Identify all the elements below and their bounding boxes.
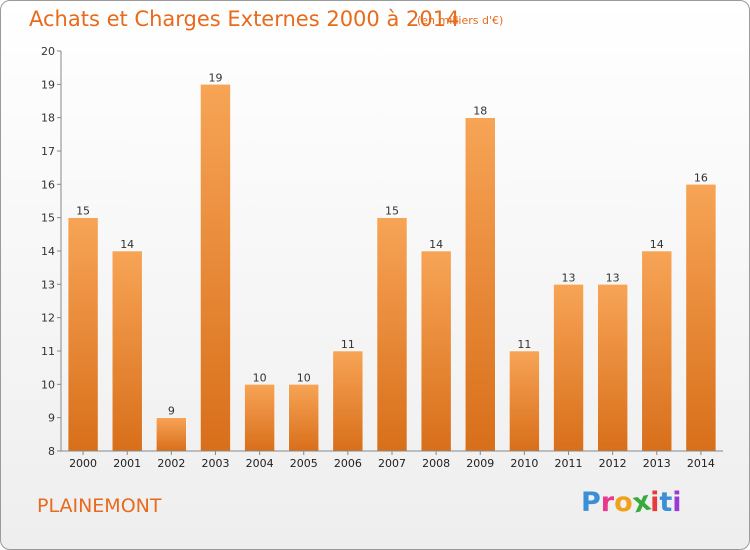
bar-value-label: 13 [562, 271, 576, 284]
brand-letter: r [600, 487, 615, 518]
x-tick-label: 2010 [510, 457, 538, 470]
bar [597, 284, 628, 452]
x-tick-label: 2014 [687, 457, 715, 470]
y-tick-label: 20 [41, 45, 55, 58]
x-tick-label: 2013 [643, 457, 671, 470]
bar-value-label: 15 [76, 205, 90, 218]
bar-value-label: 13 [606, 271, 620, 284]
y-tick-label: 14 [41, 245, 55, 258]
bar-value-label: 19 [208, 71, 222, 84]
bar-value-label: 14 [120, 238, 134, 251]
bar [420, 250, 452, 452]
bars: 15 14 9 19 10 10 11 15 14 18 11 13 13 14 16 [67, 71, 717, 452]
y-tick-label: 15 [41, 212, 55, 225]
bar-value-label: 16 [694, 171, 708, 184]
y-tick-label: 17 [41, 145, 55, 158]
x-tick-label: 2003 [201, 457, 229, 470]
x-tick-label: 2008 [422, 457, 450, 470]
bar-value-label: 15 [385, 205, 399, 218]
x-tick-label: 2002 [157, 457, 185, 470]
bar [376, 217, 408, 452]
bar [111, 250, 143, 452]
y-tick-label: 19 [41, 78, 55, 91]
bar [156, 417, 187, 452]
chart-subtitle: (en milliers d'€) [417, 14, 504, 27]
y-tick-label: 13 [41, 278, 55, 291]
y-axis: 8 9 10 11 12 13 14 15 16 17 18 19 20 [41, 45, 62, 458]
bar [553, 284, 584, 452]
y-tick-label: 12 [41, 312, 55, 325]
bar-value-label: 14 [650, 238, 664, 251]
brand-logo: Proxiti [581, 486, 682, 520]
x-axis: 2000 2001 2002 2003 2004 2005 2006 2007 2008 2009… [61, 450, 723, 470]
x-tick-label: 2000 [69, 457, 97, 470]
x-tick-label: 2001 [113, 457, 141, 470]
brand-letter: t [659, 487, 673, 518]
brand-letter: i [672, 487, 682, 518]
bar [288, 384, 319, 452]
bar-value-label: 11 [341, 338, 355, 351]
bar [244, 384, 275, 452]
x-tick-label: 2009 [466, 457, 494, 470]
bar-value-label: 11 [517, 338, 531, 351]
y-tick-label: 16 [41, 178, 55, 191]
bar [332, 350, 364, 452]
y-tick-label: 18 [41, 112, 55, 125]
bar [685, 184, 717, 452]
bar [641, 250, 673, 452]
bar-value-label: 14 [429, 238, 443, 251]
bar-value-label: 10 [253, 371, 267, 384]
brand-letter: i [650, 487, 660, 518]
x-tick-label: 2007 [378, 457, 406, 470]
brand-letter: P [581, 487, 601, 518]
x-tick-label: 2006 [334, 457, 362, 470]
bar-value-label: 10 [297, 371, 311, 384]
bar [200, 84, 231, 452]
x-tick-label: 2012 [599, 457, 627, 470]
y-tick-label: 11 [41, 345, 55, 358]
x-tick-label: 2005 [290, 457, 318, 470]
x-tick-label: 2011 [555, 457, 583, 470]
place-name: PLAINEMONT [37, 495, 162, 517]
bar [465, 117, 496, 452]
y-tick-label: 8 [48, 445, 55, 458]
y-tick-label: 10 [41, 378, 55, 391]
bar [509, 350, 540, 452]
bar [67, 217, 99, 452]
y-tick-label: 9 [48, 412, 55, 425]
x-tick-label: 2004 [246, 457, 274, 470]
bar-value-label: 18 [473, 105, 487, 118]
brand-letter: o [614, 487, 633, 518]
chart-title: Achats et Charges Externes 2000 à 2014 [29, 7, 460, 31]
bar-value-label: 9 [168, 405, 175, 418]
